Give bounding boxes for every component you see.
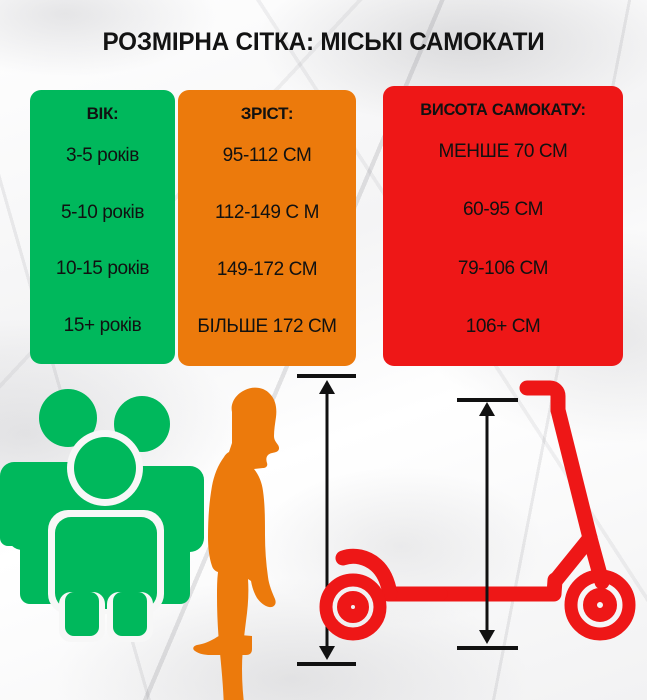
card-age-row-3: 10-15 років bbox=[55, 258, 150, 280]
card-height-row-1: 95-112 СМ bbox=[222, 145, 312, 167]
illustration-row bbox=[0, 366, 647, 700]
card-height-rows: 95-112 СМ 112-149 С М 149-172 СМ БІЛЬШЕ … bbox=[178, 124, 356, 366]
card-deck-height-header: ВИСОТА САМОКАТУ: bbox=[420, 101, 586, 119]
card-age-rows: 3-5 років 5-10 років 10-15 років 15+ рок… bbox=[30, 124, 175, 364]
card-deck-height-row-3: 79-106 СМ bbox=[457, 257, 549, 279]
card-age-row-1: 3-5 років bbox=[66, 145, 139, 166]
card-deck-height-rows: МЕНШЕ 70 СМ 60-95 СМ 79-106 СМ 106+ СМ bbox=[383, 119, 623, 366]
deck-measure-arrow-icon bbox=[457, 398, 518, 650]
card-age: ВІК: 3-5 років 5-10 років 10-15 років 15… bbox=[30, 90, 175, 364]
card-height: ЗРІСТ: 95-112 СМ 112-149 С М 149-172 СМ … bbox=[178, 90, 356, 366]
card-deck-height-row-4: 106+ СМ bbox=[465, 315, 541, 337]
card-age-row-4: 15+ років bbox=[63, 314, 142, 336]
card-height-row-4: БІЛЬШЕ 172 СМ bbox=[197, 316, 337, 338]
kick-scooter-icon bbox=[319, 380, 636, 641]
standing-person-silhouette-icon bbox=[193, 387, 280, 700]
card-height-row-2: 112-149 С М bbox=[214, 202, 320, 224]
card-age-header: ВІК: bbox=[86, 104, 119, 123]
page-title: РОЗМІРНА СІТКА: МІСЬКІ САМОКАТИ bbox=[102, 28, 545, 56]
card-deck-height-row-2: 60-95 СМ bbox=[462, 199, 543, 221]
card-age-row-2: 5-10 років bbox=[60, 201, 145, 223]
card-height-row-3: 149-172 СМ bbox=[216, 259, 318, 281]
card-height-header: ЗРІСТ: bbox=[240, 104, 294, 123]
people-group-icon bbox=[0, 389, 204, 642]
card-deck-height: ВИСОТА САМОКАТУ: МЕНШЕ 70 СМ 60-95 СМ 79… bbox=[383, 86, 623, 366]
card-deck-height-row-1: МЕНШЕ 70 СМ bbox=[438, 141, 568, 163]
